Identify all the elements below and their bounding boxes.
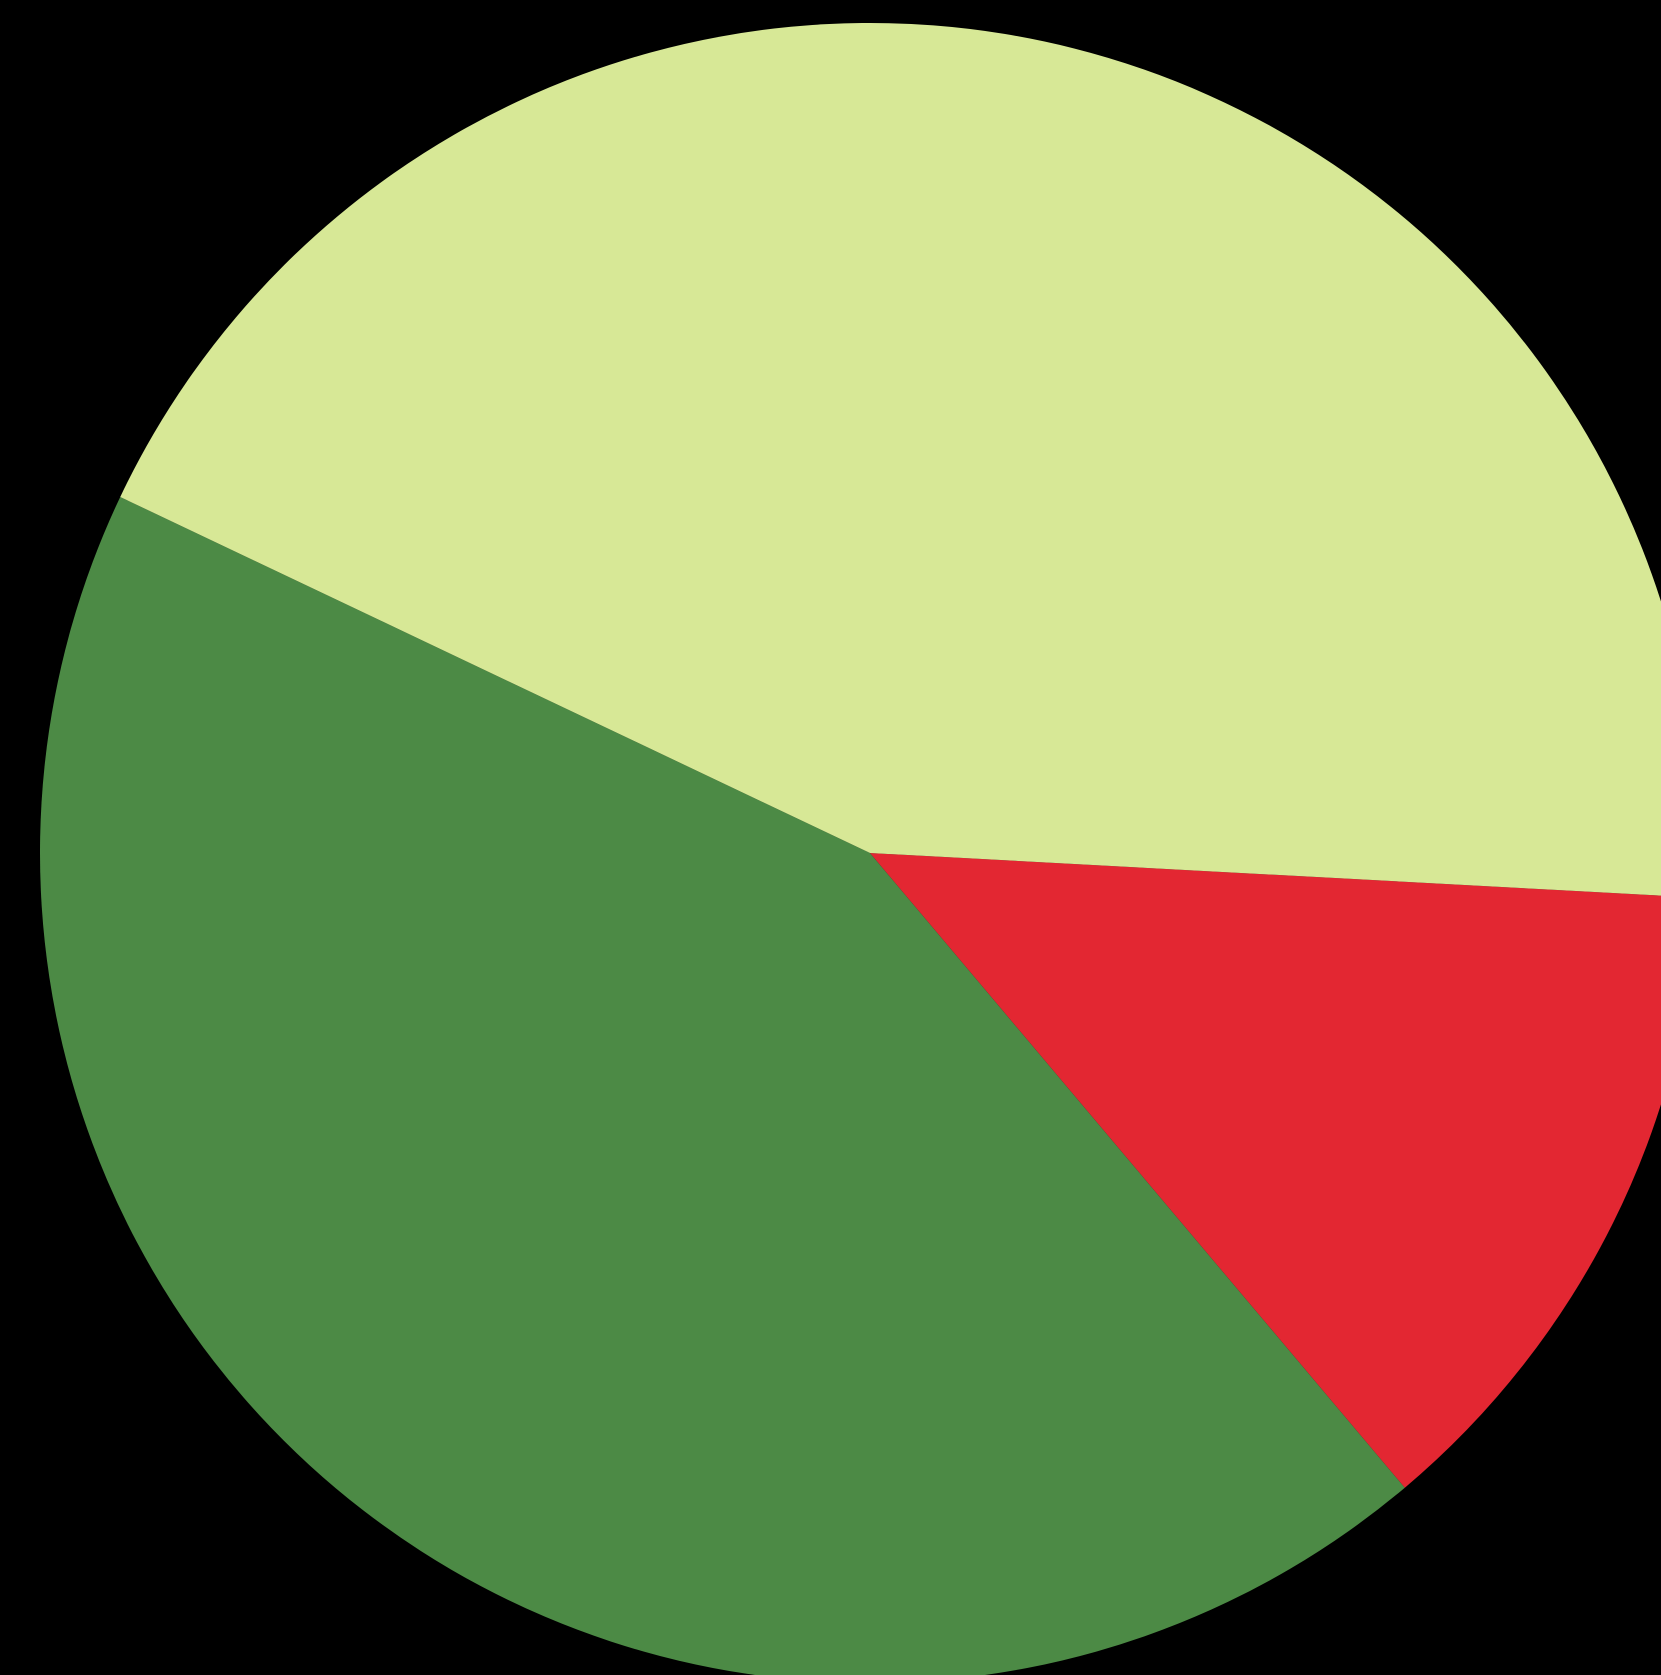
pie-slice-3 [120,23,1661,896]
pie-slices [40,23,1661,1675]
pie-slice-2 [870,853,1661,1488]
pie-slice-1 [40,496,1405,1675]
